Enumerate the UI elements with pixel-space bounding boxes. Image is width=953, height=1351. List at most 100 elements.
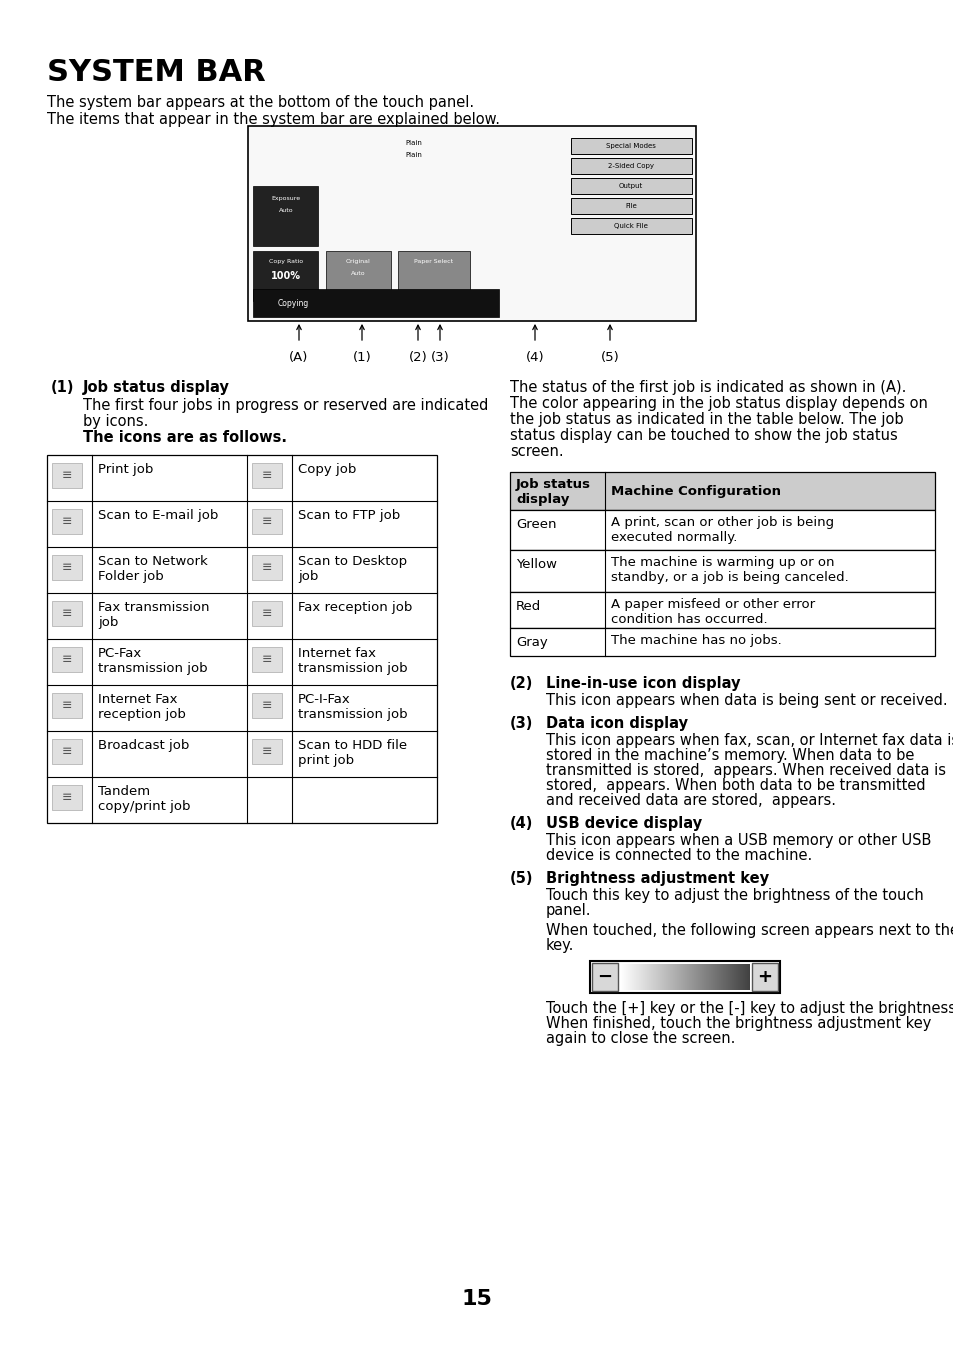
Text: This icon appears when a USB memory or other USB: This icon appears when a USB memory or o…: [545, 834, 930, 848]
Text: Gray: Gray: [516, 636, 547, 648]
Text: Brightness adjustment key: Brightness adjustment key: [545, 871, 768, 886]
Text: 15: 15: [461, 1289, 492, 1309]
Bar: [252, 647, 282, 671]
Text: The machine is warming up or on
standby, or a job is being canceled.: The machine is warming up or on standby,…: [610, 557, 848, 584]
Text: Machine Configuration: Machine Configuration: [610, 485, 781, 499]
Bar: [740, 965, 741, 990]
Bar: [741, 965, 742, 990]
Bar: [656, 965, 657, 990]
Bar: [665, 965, 666, 990]
Bar: [660, 965, 661, 990]
Bar: [744, 965, 745, 990]
Bar: [642, 965, 643, 990]
Bar: [731, 965, 732, 990]
Text: A print, scan or other job is being
executed normally.: A print, scan or other job is being exec…: [610, 516, 833, 544]
Bar: [746, 965, 747, 990]
Text: 100%: 100%: [271, 272, 301, 281]
Bar: [629, 965, 630, 990]
Bar: [628, 965, 629, 990]
Bar: [730, 965, 731, 990]
Text: ≡: ≡: [261, 515, 272, 527]
Text: ≡: ≡: [62, 515, 72, 527]
Bar: [52, 739, 82, 765]
Bar: [684, 965, 685, 990]
Bar: [692, 965, 693, 990]
Text: Line-in-use icon display: Line-in-use icon display: [545, 676, 740, 690]
Text: Scan to FTP job: Scan to FTP job: [297, 509, 400, 521]
Bar: [751, 963, 778, 992]
Bar: [631, 965, 633, 990]
Text: Green: Green: [516, 517, 556, 531]
Bar: [643, 965, 644, 990]
Text: ≡: ≡: [261, 607, 272, 620]
Text: transmitted is stored,  appears. When received data is: transmitted is stored, appears. When rec…: [545, 763, 945, 778]
Bar: [253, 186, 317, 246]
Bar: [699, 965, 700, 990]
Text: and received data are stored,  appears.: and received data are stored, appears.: [545, 793, 835, 808]
Text: Original: Original: [345, 259, 370, 263]
Bar: [729, 965, 730, 990]
Bar: [647, 965, 648, 990]
Bar: [732, 965, 733, 990]
Text: Copying: Copying: [277, 299, 309, 308]
Bar: [641, 965, 642, 990]
Bar: [686, 965, 687, 990]
Text: Quick File: Quick File: [614, 223, 647, 230]
Bar: [717, 965, 718, 990]
Bar: [252, 555, 282, 580]
Bar: [510, 628, 934, 657]
Bar: [248, 126, 696, 322]
Bar: [52, 785, 82, 811]
Text: (3): (3): [430, 351, 449, 363]
Text: Auto: Auto: [278, 208, 293, 213]
Text: 2-Sided Copy: 2-Sided Copy: [607, 163, 654, 169]
Bar: [623, 965, 624, 990]
Bar: [711, 965, 712, 990]
Bar: [252, 601, 282, 626]
Text: Scan to HDD file
print job: Scan to HDD file print job: [297, 739, 407, 767]
Bar: [652, 965, 654, 990]
Bar: [52, 693, 82, 717]
Bar: [743, 965, 744, 990]
Bar: [570, 218, 691, 234]
Bar: [700, 965, 701, 990]
Bar: [666, 965, 667, 990]
Bar: [661, 965, 662, 990]
Bar: [47, 455, 436, 823]
Bar: [252, 739, 282, 765]
Text: This icon appears when data is being sent or received.: This icon appears when data is being sen…: [545, 693, 946, 708]
Text: Internet fax
transmission job: Internet fax transmission job: [297, 647, 407, 676]
Bar: [639, 965, 640, 990]
Text: ≡: ≡: [261, 469, 272, 481]
Text: SYSTEM BAR: SYSTEM BAR: [47, 58, 266, 86]
Text: Print job: Print job: [98, 463, 153, 476]
Text: key.: key.: [545, 938, 574, 952]
Text: The machine has no jobs.: The machine has no jobs.: [610, 634, 781, 647]
Bar: [673, 965, 675, 990]
Bar: [728, 965, 729, 990]
Bar: [712, 965, 713, 990]
Bar: [570, 138, 691, 154]
Bar: [592, 963, 618, 992]
Text: The items that appear in the system bar are explained below.: The items that appear in the system bar …: [47, 112, 499, 127]
Bar: [635, 965, 636, 990]
Bar: [748, 965, 749, 990]
Bar: [706, 965, 707, 990]
Bar: [698, 965, 699, 990]
Text: (1): (1): [51, 380, 74, 394]
Text: ≡: ≡: [62, 607, 72, 620]
Text: Special Modes: Special Modes: [605, 143, 656, 149]
Bar: [690, 965, 691, 990]
Bar: [658, 965, 659, 990]
Bar: [52, 509, 82, 534]
Text: ≡: ≡: [261, 561, 272, 574]
Text: File: File: [624, 203, 637, 209]
Bar: [570, 178, 691, 195]
Bar: [719, 965, 720, 990]
Bar: [570, 158, 691, 174]
Text: Exposure: Exposure: [272, 196, 300, 201]
Text: ≡: ≡: [62, 698, 72, 712]
Bar: [724, 965, 725, 990]
Text: again to close the screen.: again to close the screen.: [545, 1031, 735, 1046]
Text: (4): (4): [510, 816, 533, 831]
